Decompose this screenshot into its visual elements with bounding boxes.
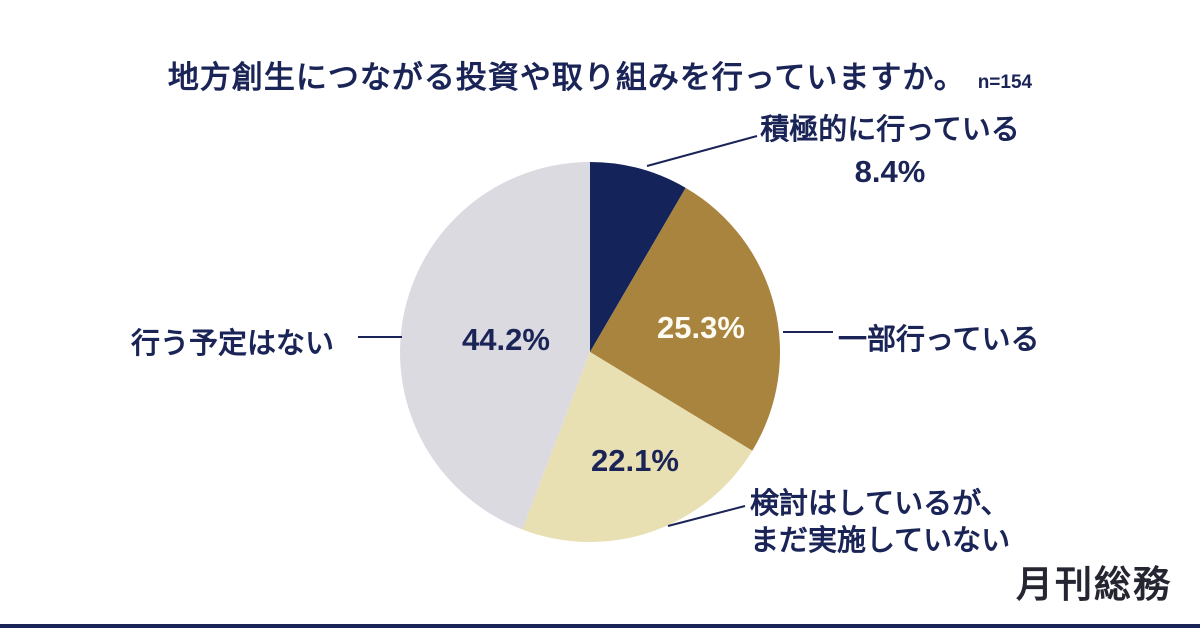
sample-size: n=154 [977,72,1033,93]
chart-title: 地方創生につながる投資や取り組みを行っていますか。 [167,60,966,95]
label-partial: 一部行っている [838,324,1040,356]
pie-slice-1 [590,187,781,451]
bottom-accent-bar [0,624,1200,628]
label-considering: 検討はしているが、 まだ実施していない [750,486,1010,560]
pie-slice-2 [522,352,753,542]
label-considering-line1: 検討はしているが、 [750,488,1010,520]
label-considering-line2: まだ実施していない [750,525,1011,557]
publisher-logo: 月刊総務 [1016,565,1172,606]
label-active-text: 積極的に行っている [760,114,1020,146]
leader-line-3 [667,505,746,527]
value-none: 44.2% [462,322,550,357]
label-active-value: 8.4% [854,154,926,189]
pie-slice-3 [400,162,590,530]
label-active: 積極的に行っている 8.4% [725,110,1055,192]
title-row: 地方創生につながる投資や取り組みを行っていますか。 n=154 [0,52,1200,97]
label-none: 行う予定はない [131,328,335,360]
value-considering: 22.1% [591,443,679,478]
leader-line-0 [646,135,758,167]
pie-slice-0 [590,162,686,352]
value-partial: 25.3% [657,310,745,345]
